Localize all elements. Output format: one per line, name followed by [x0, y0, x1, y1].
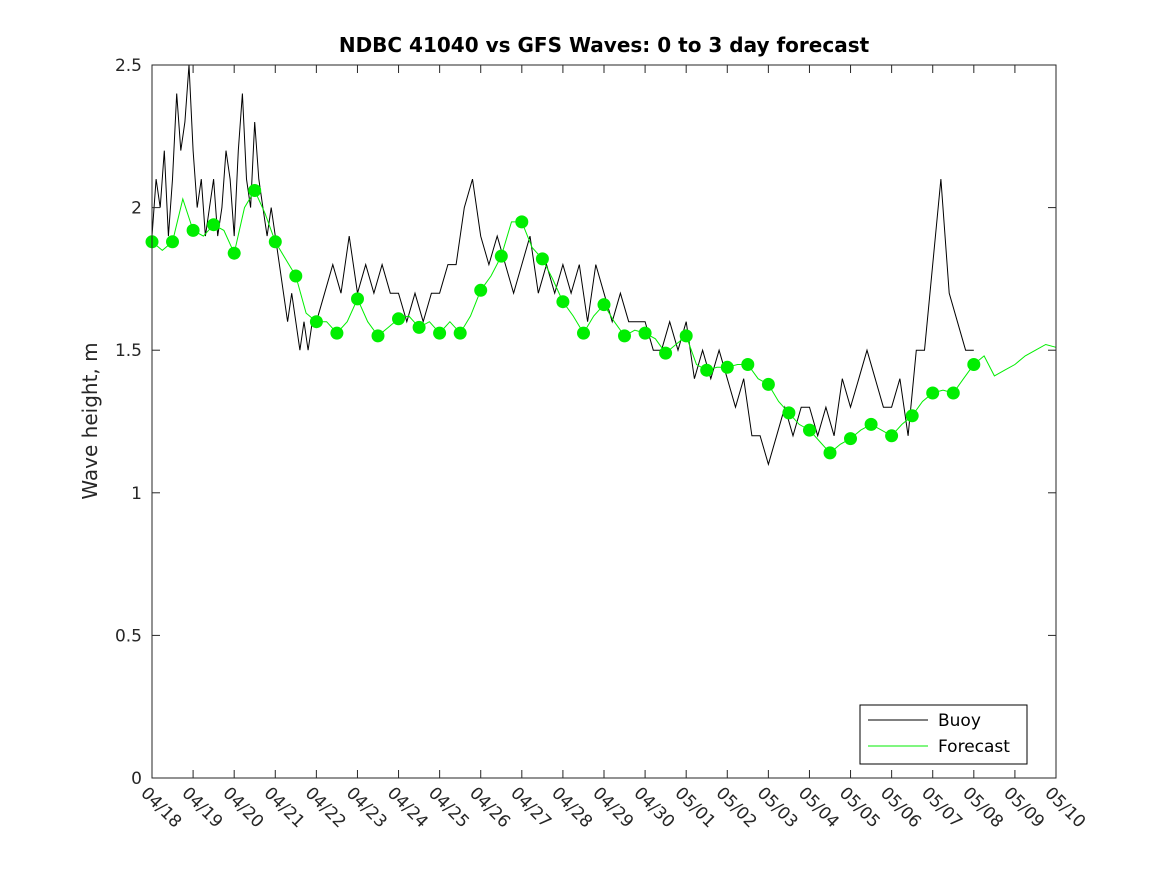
plot-area — [145, 64, 1057, 467]
x-tick-label: 04/27 — [506, 783, 555, 832]
forecast-marker — [844, 432, 857, 446]
x-tick-label: 05/03 — [753, 783, 802, 832]
forecast-marker — [967, 358, 981, 371]
forecast-marker — [700, 363, 714, 377]
x-tick-label: 04/23 — [342, 783, 391, 832]
x-tick-label: 05/07 — [917, 783, 966, 832]
x-tick-label: 05/05 — [835, 783, 884, 832]
axes-frame — [151, 64, 1057, 779]
forecast-marker — [864, 417, 878, 431]
forecast-marker — [494, 249, 508, 263]
forecast-marker — [227, 246, 241, 260]
forecast-marker — [186, 223, 200, 237]
series-line-buoy — [151, 64, 974, 467]
forecast-marker — [268, 235, 282, 249]
forecast-marker — [330, 326, 344, 340]
forecast-marker — [535, 252, 549, 266]
x-tick-label: 04/22 — [301, 783, 350, 832]
forecast-marker — [207, 218, 221, 232]
forecast-marker — [659, 346, 673, 360]
y-tick-label: 0.5 — [115, 626, 142, 646]
forecast-marker — [412, 320, 426, 334]
forecast-marker — [166, 235, 179, 249]
legend: Buoy Forecast — [859, 704, 1028, 765]
x-tick-label: 04/28 — [547, 783, 596, 832]
forecast-marker — [946, 386, 960, 400]
forecast-marker — [515, 215, 529, 229]
forecast-marker — [248, 184, 262, 197]
x-tick-label: 04/29 — [588, 783, 637, 832]
x-tick-label: 04/30 — [630, 783, 679, 832]
x-tick-label: 04/26 — [465, 783, 514, 832]
forecast-marker — [638, 326, 652, 340]
forecast-marker — [803, 423, 816, 437]
y-tick-label: 1 — [131, 484, 142, 504]
forecast-marker — [597, 298, 611, 312]
legend-forecast-label: Forecast — [938, 737, 1010, 757]
x-tick-label: 04/25 — [424, 783, 473, 832]
forecast-marker — [741, 358, 755, 371]
x-tick-label: 05/08 — [958, 783, 1007, 832]
forecast-marker — [926, 386, 940, 400]
forecast-marker — [474, 283, 488, 297]
x-tick-label: 05/04 — [794, 783, 843, 832]
chart-title: NDBC 41040 vs GFS Waves: 0 to 3 day fore… — [339, 33, 870, 57]
legend-buoy-label: Buoy — [938, 711, 981, 731]
forecast-marker — [679, 329, 693, 343]
forecast-marker — [618, 329, 631, 343]
y-tick-label: 0 — [131, 769, 142, 789]
forecast-marker — [392, 312, 405, 326]
forecast-marker — [577, 326, 590, 340]
forecast-marker — [761, 377, 775, 391]
y-tick-label: 2 — [131, 199, 142, 219]
forecast-marker — [433, 326, 447, 340]
forecast-marker — [782, 406, 796, 420]
forecast-marker — [453, 326, 467, 340]
x-tick-label: 04/20 — [219, 783, 268, 832]
forecast-marker — [371, 329, 385, 343]
y-axis-label: Wave height, m — [78, 342, 102, 499]
y-tick-label: 1.5 — [115, 341, 142, 361]
x-tick-label: 04/18 — [136, 783, 185, 832]
forecast-marker — [289, 269, 303, 283]
forecast-marker — [351, 292, 364, 306]
forecast-marker — [309, 315, 323, 329]
forecast-marker — [885, 429, 899, 443]
x-tick-label: 05/02 — [712, 783, 761, 832]
x-tick-label: 04/21 — [260, 783, 309, 832]
forecast-marker — [823, 446, 837, 460]
x-tick-label: 04/24 — [383, 783, 432, 832]
y-tick-label: 2.5 — [115, 56, 142, 76]
x-tick-label: 05/01 — [671, 783, 720, 832]
legend-box — [859, 704, 1028, 765]
forecast-marker — [905, 409, 919, 423]
forecast-marker — [556, 295, 570, 309]
x-tick-label: 05/10 — [1040, 783, 1089, 832]
x-tick-label: 04/19 — [178, 783, 227, 832]
x-tick-label: 05/06 — [876, 783, 925, 832]
x-tick-label: 05/09 — [999, 783, 1048, 832]
forecast-marker — [720, 360, 734, 374]
